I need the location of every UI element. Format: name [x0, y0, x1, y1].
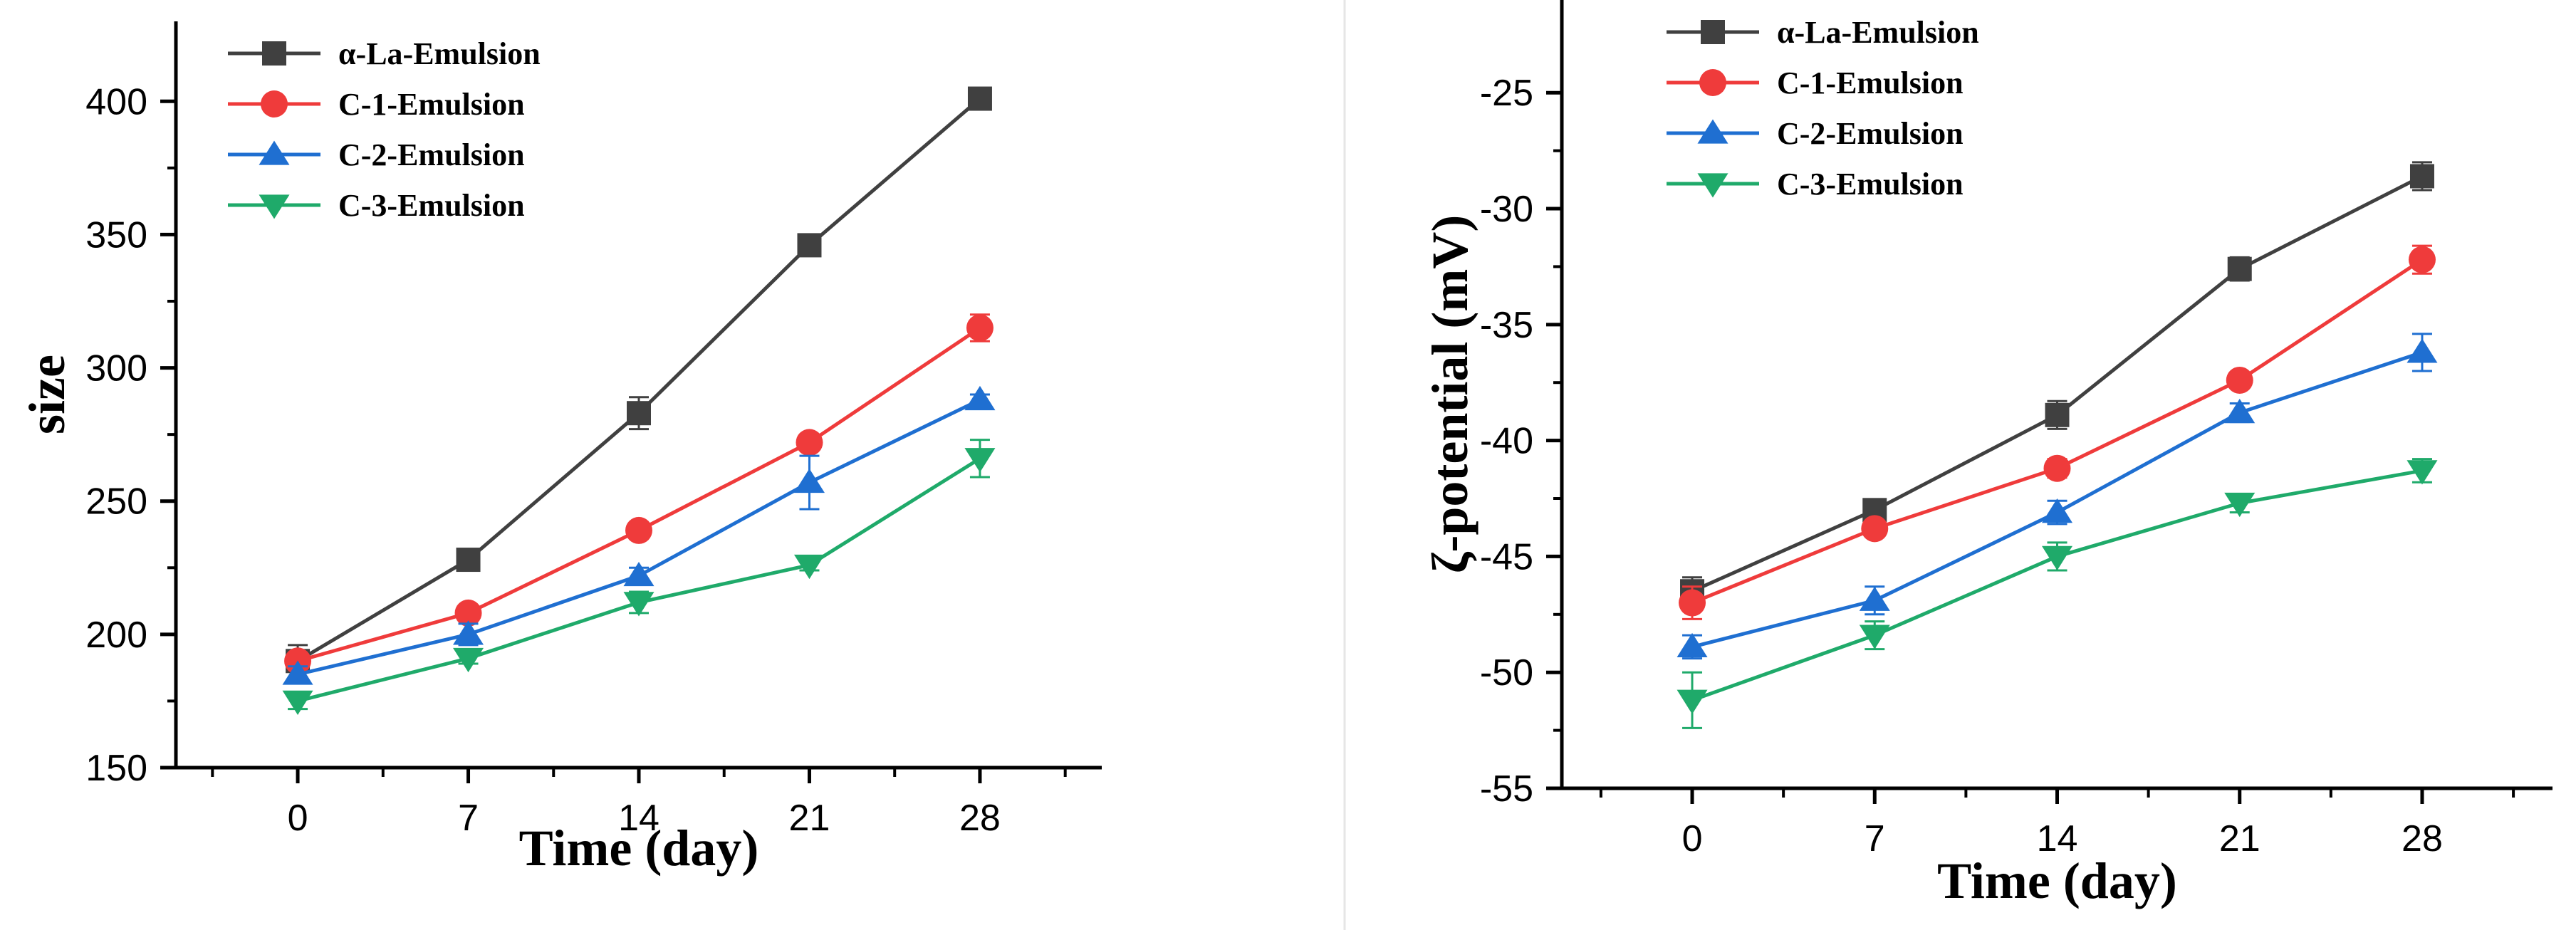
- legend-marker: [261, 90, 288, 117]
- series-2: [1679, 244, 2436, 620]
- x-tick-label: 7: [458, 798, 479, 839]
- x-tick-label: 21: [789, 798, 830, 839]
- legend-marker: [1699, 69, 1726, 96]
- x-tick-label: 21: [2219, 818, 2260, 860]
- legend-marker: [1701, 20, 1725, 44]
- legend-marker: [262, 41, 286, 66]
- x-tick-label: 28: [959, 798, 1001, 839]
- data-point: [796, 429, 823, 456]
- legend-label: C-3-Emulsion: [338, 188, 525, 223]
- data-point: [623, 561, 655, 587]
- y-tick-label: 300: [85, 348, 147, 390]
- y-tick-label: 250: [85, 481, 147, 523]
- x-axis-title: Time (day): [519, 820, 759, 877]
- chart-2: -55 -50 -45 -40 -35 -30 -25 0 7 14 21 28 Time (day) ζ…: [1422, 0, 2552, 909]
- data-point: [797, 233, 822, 258]
- legend-marker: [1697, 119, 1728, 144]
- legend-label: C-1-Emulsion: [1777, 66, 1964, 100]
- legend-label: C-3-Emulsion: [1777, 167, 1964, 202]
- data-point: [623, 592, 655, 617]
- y-tick-label: 200: [85, 615, 147, 656]
- y-tick-label: -55: [1480, 768, 1533, 810]
- data-point: [2224, 398, 2256, 424]
- x-tick-label: 14: [618, 798, 659, 839]
- data-point: [793, 468, 825, 493]
- x-tick-label: 14: [2037, 818, 2078, 860]
- series-2: [284, 313, 994, 675]
- data-point: [2227, 256, 2252, 281]
- y-tick-label: -35: [1480, 305, 1533, 346]
- legend-marker: [259, 140, 290, 165]
- data-point: [1861, 515, 1889, 543]
- legend: α-La-Emulsion C-1-Emulsion C-2-Emulsion C-3…: [228, 36, 541, 223]
- data-point: [453, 620, 484, 645]
- data-point: [625, 516, 652, 544]
- data-point: [2409, 164, 2434, 189]
- series-4: [1677, 458, 2438, 729]
- y-tick-label: -40: [1480, 421, 1533, 462]
- data-point: [2224, 492, 2256, 518]
- legend: α-La-Emulsion C-1-Emulsion C-2-Emulsion C-3…: [1667, 15, 1979, 202]
- data-point: [964, 448, 996, 473]
- data-point: [1677, 689, 1708, 714]
- data-point: [282, 660, 313, 685]
- y-tick-label: -30: [1480, 189, 1533, 230]
- data-point: [1859, 586, 1890, 611]
- y-tick-label: -45: [1480, 536, 1533, 578]
- series-line: [1691, 174, 2424, 593]
- x-tick-label: 28: [2402, 818, 2443, 860]
- y-tick-label: -50: [1480, 652, 1533, 694]
- data-point: [2043, 454, 2071, 482]
- data-point: [2406, 338, 2438, 363]
- data-point: [2045, 402, 2070, 427]
- y-tick-label: -25: [1480, 73, 1533, 114]
- data-point: [2408, 246, 2436, 273]
- legend-label: α-La-Emulsion: [1777, 15, 1979, 50]
- y-axis-title: size: [19, 355, 75, 434]
- series-4: [282, 439, 996, 715]
- series-3: [1677, 333, 2438, 660]
- data-point: [1859, 625, 1890, 649]
- y-tick-label: 350: [85, 214, 147, 256]
- legend-marker: [1697, 173, 1728, 198]
- legend-label: C-2-Emulsion: [1777, 116, 1964, 151]
- chart-1: 150 200 250 300 350 400 0 7 14 21 28 Time (day) size…: [19, 21, 1102, 877]
- legend-label: C-1-Emulsion: [338, 87, 525, 122]
- data-point: [2041, 498, 2073, 523]
- data-point: [1679, 589, 1706, 617]
- data-point: [627, 401, 651, 426]
- data-point: [2406, 460, 2438, 485]
- data-point: [1677, 632, 1708, 658]
- series-1: [286, 86, 992, 679]
- data-point: [2226, 366, 2253, 394]
- data-point: [456, 548, 481, 573]
- data-point: [453, 647, 484, 673]
- series-3: [282, 385, 996, 685]
- data-point: [967, 86, 992, 111]
- legend-label: α-La-Emulsion: [338, 36, 541, 71]
- x-tick-label: 7: [1865, 818, 1885, 860]
- legend-marker: [259, 194, 290, 219]
- data-point: [282, 690, 313, 715]
- data-point: [964, 385, 996, 411]
- x-tick-label: 0: [1682, 818, 1703, 860]
- data-point: [454, 599, 482, 627]
- y-tick-label: 400: [85, 81, 147, 122]
- series-1: [1680, 161, 2434, 607]
- data-point: [2041, 545, 2073, 570]
- data-point: [966, 314, 994, 342]
- legend-label: C-2-Emulsion: [338, 137, 525, 172]
- data-point: [793, 554, 825, 580]
- y-axis-title: ζ-potential (mV): [1422, 215, 1479, 574]
- y-tick-label: 150: [85, 748, 147, 789]
- x-tick-label: 0: [288, 798, 308, 839]
- x-axis-title: Time (day): [1937, 852, 2177, 909]
